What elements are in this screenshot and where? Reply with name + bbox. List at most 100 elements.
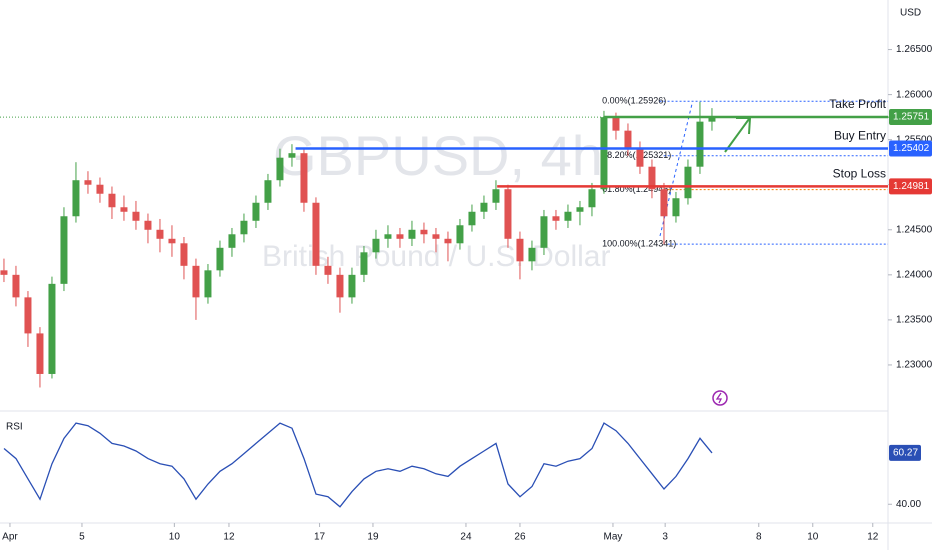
level-axis-label: 1.24981 xyxy=(893,181,930,192)
x-tick-label: 3 xyxy=(662,532,668,543)
x-tick-label: 10 xyxy=(807,532,819,543)
rsi-value-box xyxy=(889,444,921,461)
x-tick-label: 19 xyxy=(367,532,379,543)
candle-body xyxy=(432,234,440,239)
candle-body xyxy=(528,247,536,262)
x-tick-label: 26 xyxy=(514,532,526,543)
y-tick-label: 1.23000 xyxy=(896,360,932,371)
candle-body xyxy=(96,184,104,194)
currency-label: USD xyxy=(900,8,921,19)
candle-body xyxy=(480,202,488,212)
x-tick-label: May xyxy=(604,532,623,543)
candle-body xyxy=(264,180,272,203)
alert-icon[interactable] xyxy=(712,390,728,406)
candle-body xyxy=(120,207,128,212)
candle-body xyxy=(252,202,260,221)
candle-body xyxy=(504,189,512,239)
fib-label: 61.80%(1.24946) xyxy=(602,184,671,194)
candle-body xyxy=(408,229,416,239)
candle-body xyxy=(600,117,608,190)
candle-body xyxy=(660,189,668,217)
candle-body xyxy=(372,238,380,253)
level-name: Stop Loss xyxy=(833,167,886,181)
candle-body xyxy=(144,220,152,230)
fib-label: 100.00%(1.24341) xyxy=(602,238,676,248)
candle-body xyxy=(312,202,320,266)
x-tick-label: 5 xyxy=(79,532,85,543)
candle-body xyxy=(516,238,524,262)
x-tick-label: 8 xyxy=(756,532,762,543)
candle-body xyxy=(468,211,476,226)
candle-body xyxy=(72,180,80,217)
candle-body xyxy=(48,283,56,374)
x-tick-label: 12 xyxy=(867,532,879,543)
x-tick-label: 12 xyxy=(223,532,235,543)
x-tick-label: 17 xyxy=(314,532,326,543)
candle-body xyxy=(0,270,8,275)
x-tick-label: 10 xyxy=(169,532,181,543)
candle-body xyxy=(708,117,716,122)
y-tick-label: 1.26500 xyxy=(896,44,932,55)
candle-body xyxy=(84,180,92,185)
candle-body xyxy=(60,216,68,284)
candle-body xyxy=(552,216,560,221)
candle-body xyxy=(420,229,428,235)
candle-body xyxy=(456,225,464,244)
x-tick-label: Apr xyxy=(2,532,18,543)
level-name: Take Profit xyxy=(829,97,886,111)
candle-body xyxy=(36,333,44,374)
candle-body xyxy=(696,121,704,167)
rsi-tick-label: 40.00 xyxy=(896,499,921,510)
candle-body xyxy=(288,153,296,158)
y-tick-label: 1.26000 xyxy=(896,89,932,100)
candle-body xyxy=(492,189,500,203)
candle-body xyxy=(360,252,368,275)
level-axis-box xyxy=(889,178,932,195)
candle-body xyxy=(672,198,680,217)
fib-trend-line xyxy=(659,103,693,237)
candle-body xyxy=(132,211,140,221)
candle-body xyxy=(576,207,584,212)
fib-label: 0.00%(1.25926) xyxy=(602,96,666,106)
candle-body xyxy=(300,153,308,203)
candle-body xyxy=(204,270,212,298)
level-name: Buy Entry xyxy=(834,129,886,143)
y-tick-label: 1.24500 xyxy=(896,224,932,235)
candle-body xyxy=(156,229,164,239)
candle-body xyxy=(12,274,20,298)
candle-body xyxy=(684,166,692,199)
candle-body xyxy=(24,297,32,334)
level-axis-box xyxy=(889,140,932,157)
candle-body xyxy=(240,220,248,235)
candle-body xyxy=(648,166,656,190)
candle-body xyxy=(180,243,188,266)
candle-body xyxy=(384,234,392,239)
y-tick-label: 1.24000 xyxy=(896,269,932,280)
rsi-value-label: 60.27 xyxy=(893,448,918,459)
level-axis-box xyxy=(889,109,932,126)
level-axis-label: 1.25751 xyxy=(893,112,930,123)
candle-body xyxy=(540,216,548,248)
candle-body xyxy=(216,247,224,271)
watermark-title: GBPUSD, 4h xyxy=(273,124,603,187)
candle-body xyxy=(348,274,356,298)
candle-body xyxy=(624,130,632,149)
y-tick-label: 1.23500 xyxy=(896,315,932,326)
candle-body xyxy=(444,238,452,244)
rsi-line xyxy=(3,422,713,508)
x-tick-label: 24 xyxy=(460,532,472,543)
candle-body xyxy=(396,234,404,239)
candle-body xyxy=(636,148,644,167)
candle-body xyxy=(276,157,284,181)
y-tick-label: 1.25500 xyxy=(896,134,932,145)
candle-body xyxy=(612,117,620,131)
candle-body xyxy=(336,274,344,298)
candle-body xyxy=(108,193,116,208)
candle-body xyxy=(564,211,572,221)
candle-body xyxy=(192,265,200,298)
level-axis-label: 1.25402 xyxy=(893,143,930,154)
candle-body xyxy=(168,238,176,244)
projection-arrow xyxy=(724,117,752,153)
